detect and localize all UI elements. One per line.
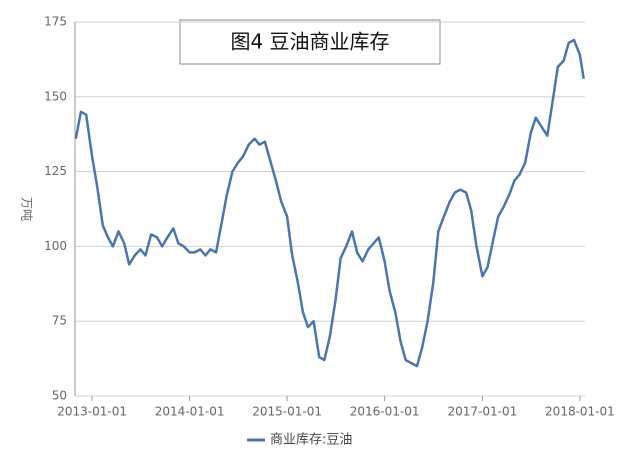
y-tick-label: 150	[44, 89, 67, 103]
title-box	[179, 19, 441, 65]
x-tick-label: 2016-01-01	[350, 405, 420, 419]
y-tick-label: 100	[44, 239, 67, 253]
series-line	[74, 38, 585, 368]
x-tick-label: 2014-01-01	[155, 405, 225, 419]
y-axis-label: 万吨	[20, 197, 34, 221]
y-tick-label: 50	[52, 389, 67, 403]
legend-label: 商业库存:豆油	[270, 432, 352, 448]
y-tick-label: 125	[44, 164, 67, 178]
x-tick-label: 2018-01-01	[545, 405, 615, 419]
x-tick-label: 2017-01-01	[448, 405, 518, 419]
chart-title: 图4 豆油商业库存	[230, 30, 389, 54]
x-tick-label: 2013-01-01	[57, 405, 127, 419]
y-tick-label: 175	[44, 15, 67, 29]
y-tick-label: 75	[52, 314, 67, 328]
x-tick-label: 2015-01-01	[252, 405, 322, 419]
